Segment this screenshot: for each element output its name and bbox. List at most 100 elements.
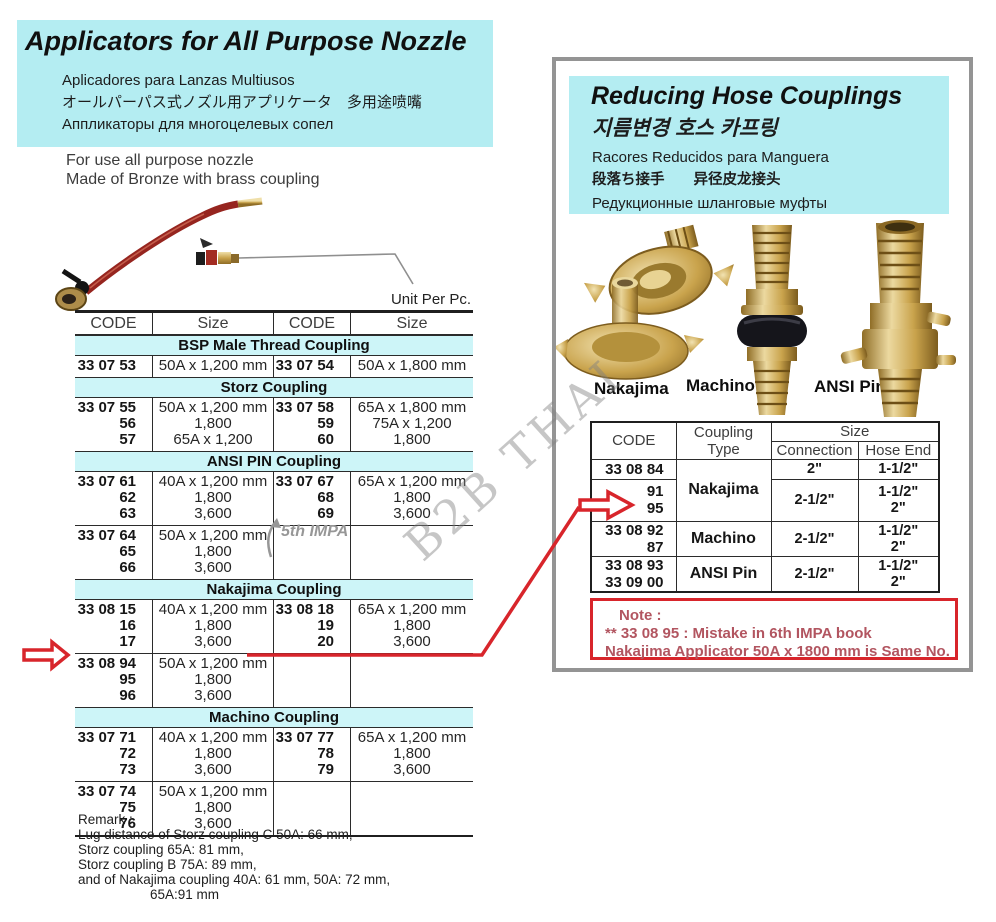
size-line: 3,600 [393, 633, 431, 650]
size-line: 1,800 [194, 617, 232, 634]
remark-line: Storz coupling 65A: 81 mm, [78, 842, 244, 857]
size-line: 1,800 [194, 745, 232, 762]
size-line: 1,800 [393, 489, 431, 506]
machino-coupling [737, 225, 807, 415]
size-line: 40A x 1,200 mm [158, 473, 268, 490]
code-line: 69 [317, 505, 334, 522]
hose-end-cell: 1-1/2" [857, 458, 940, 480]
product-label-nakajima: Nakajima [594, 379, 669, 398]
col-header-code: CODE [590, 421, 677, 460]
size-line: 1,800 [194, 489, 232, 506]
size-line: 1,800 [393, 745, 431, 762]
remark-block: Remark : Lug distance of Storz coupling C… [78, 812, 390, 902]
code-line: 56 [119, 415, 136, 432]
coupling-type-cell: ANSI Pin [675, 555, 772, 593]
table-row: 33 08 93 33 09 00 ANSI Pin 2-1/2" 1-1/2" 2" [590, 555, 940, 593]
code-line: 33 08 93 [605, 556, 664, 574]
description-line: Made of Bronze with brass coupling [66, 171, 320, 188]
table-header-row: CODE Size CODE Size [75, 313, 473, 336]
subtitle-line: オールパーパス式ノズル用アプリケータ 多用途喷嘴 [62, 94, 422, 111]
table-row: 33 08 94 95 96 50A x 1,200 mm 1,800 3,600 [75, 654, 473, 708]
left-subtitles: Aplicadores para Lanzas Multiusos オールパーパス… [62, 72, 422, 138]
connection-cell: 2-1/2" [770, 555, 859, 593]
size-cell: 65A x 1,200 mm 1,800 3,600 [350, 728, 473, 781]
note-box: Note : ** 33 08 95 : Mistake in 6th IMPA … [590, 598, 958, 660]
connection-cell: 2-1/2" [770, 520, 859, 557]
size-cell: 50A x 1,200 mm 1,800 3,600 [152, 526, 273, 579]
hose-end-line: 2" [890, 538, 906, 555]
size-line: 50A x 1,200 mm [158, 655, 268, 672]
right-title-box: Reducing Hose Couplings 지름변경 호스 카프링 Racor… [569, 76, 949, 214]
connection-cell: 2-1/2" [770, 478, 859, 522]
size-cell: 65A x 1,200 mm 1,800 3,600 [350, 472, 473, 525]
coupling-type-cell: Machino [675, 520, 772, 557]
hose-end-line: 1-1/2" [878, 522, 919, 539]
code-line: 59 [317, 415, 334, 432]
size-line: 50A x 1,800 mm [357, 357, 467, 374]
code-line: 62 [119, 489, 136, 506]
hose-end-line: 2" [890, 573, 906, 590]
table-row: 33 07 64 65 66 50A x 1,200 mm 1,800 3,600 [75, 526, 473, 580]
code-cell: 33 07 64 65 66 [75, 526, 152, 579]
size-cell [350, 526, 473, 579]
remark-line: Storz coupling B 75A: 89 mm, [78, 857, 257, 872]
code-line: 73 [119, 761, 136, 778]
code-line: 33 07 67 [275, 473, 334, 490]
note-line: Nakajima Applicator 50A x 1800 mm is Sam… [605, 643, 950, 660]
code-cell: 91 95 [590, 478, 677, 522]
code-line: 33 08 84 [605, 460, 664, 478]
col-header-hose-end: Hose End [857, 440, 940, 460]
size-line: 65A x 1,200 mm [357, 473, 467, 490]
code-line: 87 [646, 538, 664, 556]
size-cell: 65A x 1,200 mm 1,800 3,600 [350, 600, 473, 653]
reducing-couplings-table: CODE Coupling Type Size Connection Hose … [590, 421, 940, 593]
ansi-pin-coupling [840, 220, 956, 417]
code-cell: 33 07 55 56 57 [75, 398, 152, 451]
code-line: 60 [317, 431, 334, 448]
size-cell: 50A x 1,200 mm 1,800 65A x 1,200 [152, 398, 273, 451]
code-cell: 33 08 18 19 20 [273, 600, 350, 653]
code-line: 33 07 77 [275, 729, 334, 746]
product-description: For use all purpose nozzle Made of Bronze… [66, 151, 319, 189]
code-line: 33 07 61 [77, 473, 136, 490]
code-cell: 33 08 93 33 09 00 [590, 555, 677, 593]
size-cell: 50A x 1,800 mm [350, 356, 473, 377]
size-cell: 40A x 1,200 mm 1,800 3,600 [152, 472, 273, 525]
panel-title: Reducing Hose Couplings [591, 82, 903, 110]
remark-line: Lug distance of Storz coupling C 50A: 66… [78, 827, 353, 842]
nakajima-claw-coupling [584, 224, 734, 315]
size-cell: 50A x 1,200 mm 1,800 3,600 [152, 654, 273, 707]
code-cell: 33 07 58 59 60 [273, 398, 350, 451]
code-line: 76 [119, 815, 136, 832]
size-line: 3,600 [194, 815, 232, 832]
hose-end-line: 1-1/2" [878, 461, 919, 477]
code-line: 33 07 55 [77, 399, 136, 416]
section-header: Machino Coupling [75, 708, 473, 728]
wand-nozzle-tip [237, 197, 263, 208]
code-line: 65 [119, 543, 136, 560]
size-line: 65A x 1,200 [173, 431, 253, 448]
code-cell: 33 07 61 62 63 [75, 472, 152, 525]
note-line: Note : [619, 607, 662, 624]
code-line: 33 07 71 [77, 729, 136, 746]
code-line: 33 07 58 [275, 399, 334, 416]
size-line: 3,600 [194, 761, 232, 778]
size-line: 1,800 [194, 799, 232, 816]
size-line: 65A x 1,200 mm [357, 729, 467, 746]
product-label-machino: Machino [686, 376, 755, 395]
size-line: 40A x 1,200 mm [158, 729, 268, 746]
section-header: Storz Coupling [75, 378, 473, 398]
size-line: 3,600 [393, 761, 431, 778]
couplings-photo [556, 220, 956, 417]
code-line: 66 [119, 559, 136, 576]
description-line: For use all purpose nozzle [66, 152, 254, 169]
col-header-code-2: CODE [273, 313, 350, 334]
subtitle-line: 지름변경 호스 카프링 [592, 117, 778, 140]
size-line: 65A x 1,200 mm [357, 601, 467, 618]
code-line: 33 08 94 [77, 655, 136, 672]
code-cell: 33 07 77 78 79 [273, 728, 350, 781]
table-row: 33 08 92 87 Machino 2-1/2" 1-1/2" 2" [590, 520, 940, 557]
applicator-photo [55, 197, 414, 311]
size-cell: 50A x 1,200 mm [152, 356, 273, 377]
